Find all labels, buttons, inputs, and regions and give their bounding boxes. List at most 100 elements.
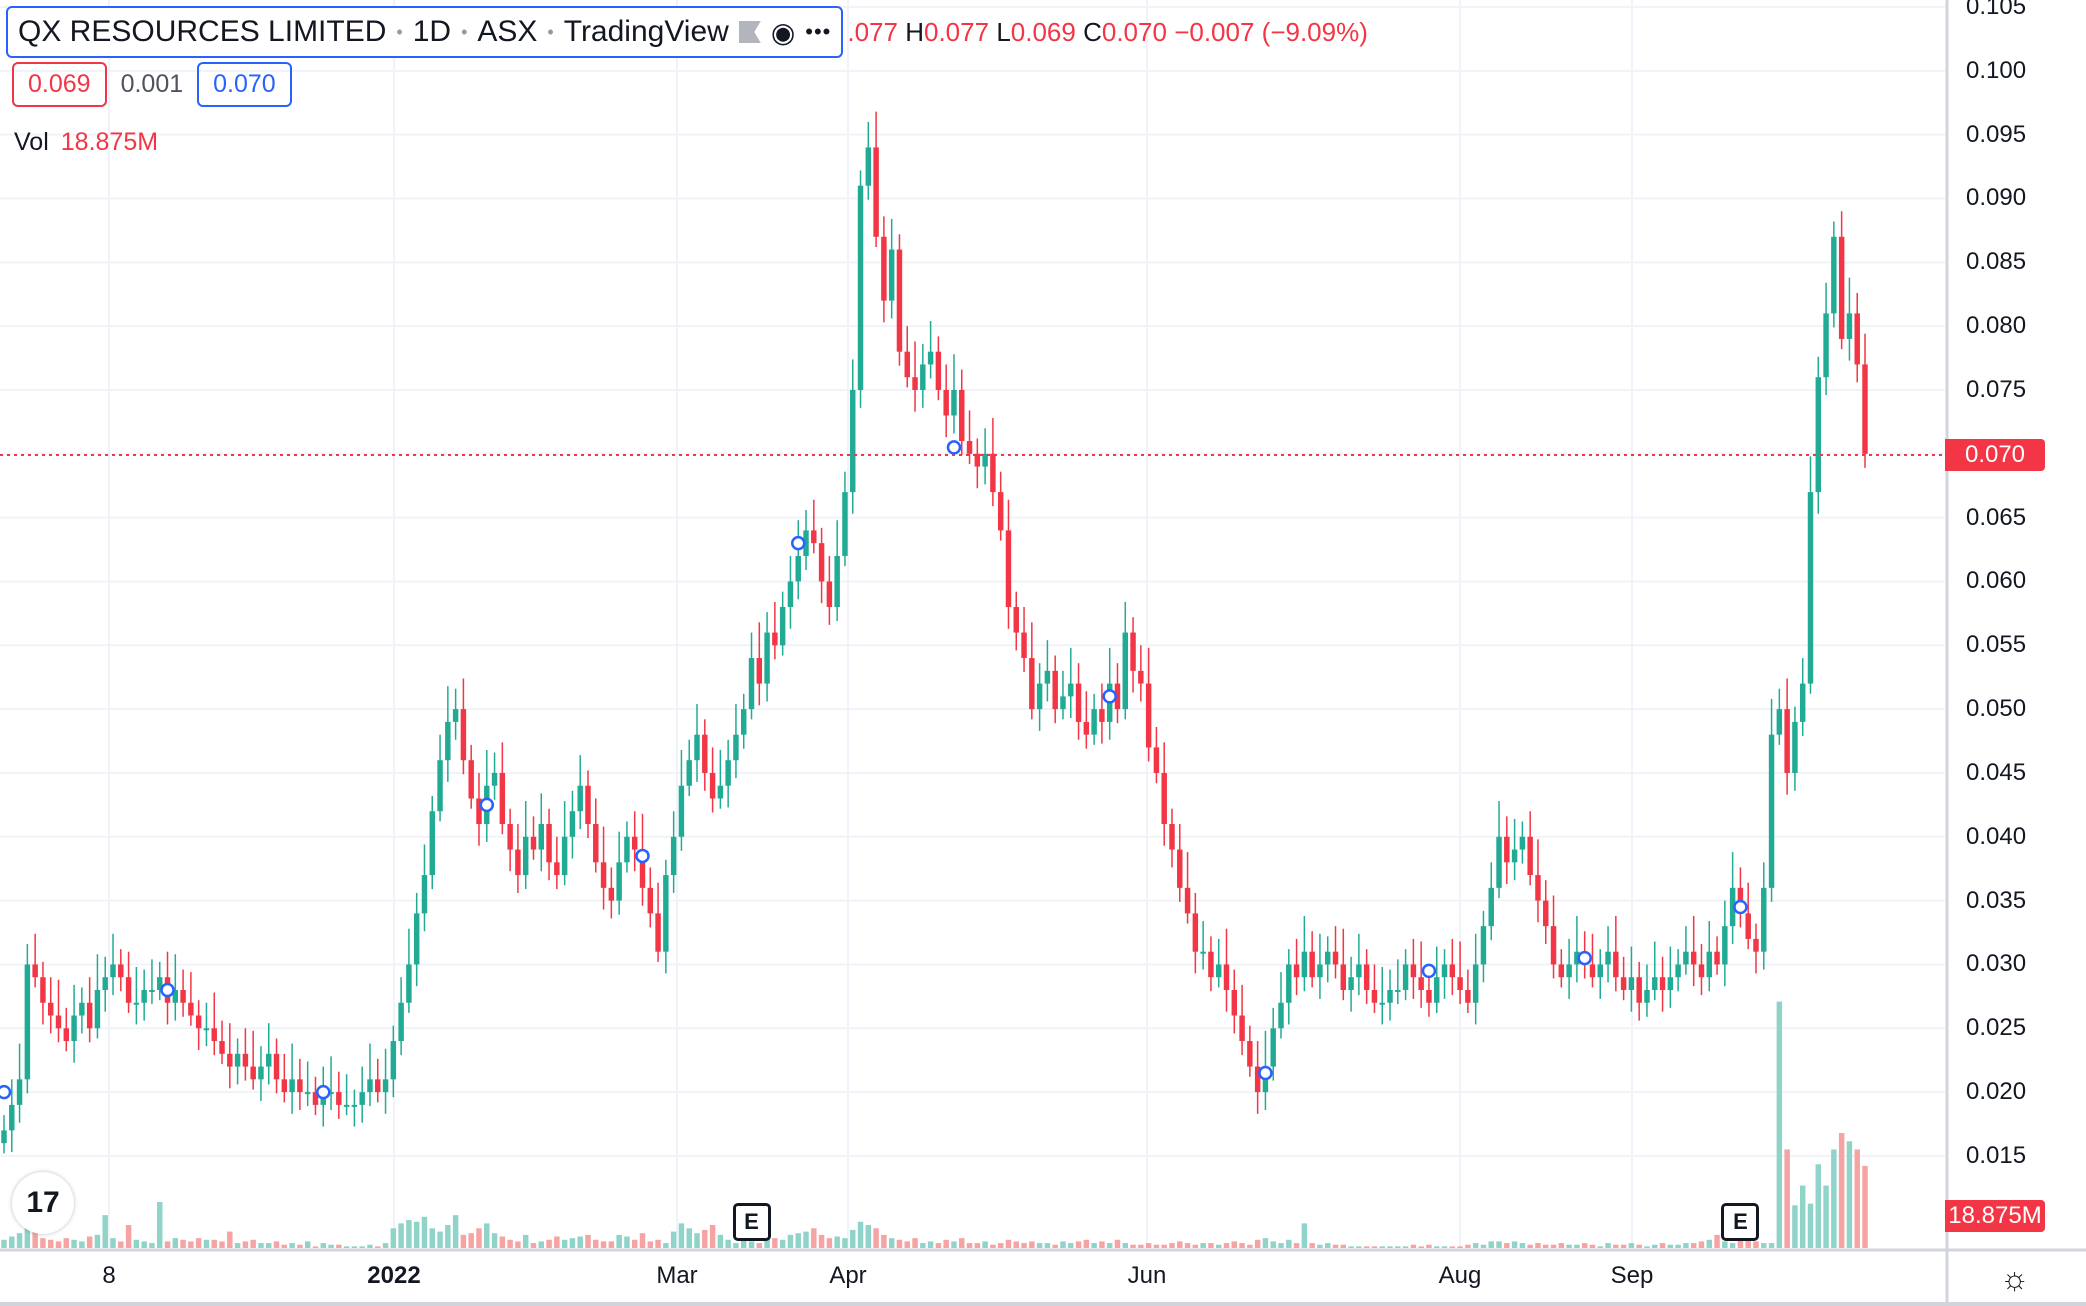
time-tick: Aug: [1438, 1262, 1482, 1289]
volume-bar: [336, 1244, 342, 1248]
price-tick: 0.105: [1966, 0, 2027, 20]
candle-body: [79, 1002, 85, 1016]
volume-bar: [320, 1243, 326, 1248]
volume-bar: [94, 1234, 101, 1248]
candle-body: [1083, 721, 1090, 735]
price-tick: 0.015: [1966, 1141, 2027, 1169]
volume-bar: [289, 1243, 295, 1248]
volume-bar: [546, 1239, 552, 1248]
candle-body: [1535, 875, 1541, 901]
volume-bar: [896, 1239, 903, 1248]
volume-bar: [772, 1238, 778, 1248]
volume-bar: [1620, 1244, 1627, 1248]
volume-bar: [1106, 1243, 1113, 1248]
candle-body: [1153, 747, 1160, 773]
candle-body: [460, 709, 467, 761]
legend: QX RESOURCES LIMITED • 1D • ASX • Tradin…: [6, 6, 1368, 58]
candle-body: [351, 1104, 358, 1107]
volume-bar: [733, 1243, 739, 1248]
bid-button[interactable]: 0.069: [12, 62, 107, 107]
volume-bar: [343, 1246, 350, 1248]
candle-body: [9, 1104, 15, 1131]
volume-bar: [1558, 1243, 1565, 1248]
candle-body: [904, 351, 910, 378]
volume-bar: [133, 1239, 140, 1248]
volume-bar: [959, 1238, 965, 1248]
candle-body: [203, 1028, 210, 1031]
volume-legend: Vol 18.875M: [14, 128, 158, 157]
event-circle-marker: [1258, 1065, 1273, 1081]
candle-body: [530, 836, 537, 850]
volume-bar: [1262, 1238, 1269, 1248]
change-value: −0.007 (−9.09%): [1174, 16, 1368, 47]
candle-body: [1690, 951, 1697, 965]
volume-bar: [1371, 1246, 1378, 1248]
volume-bar: [1465, 1244, 1471, 1248]
tradingview-logo[interactable]: 17: [12, 1172, 74, 1234]
earnings-marker[interactable]: E: [1721, 1203, 1760, 1241]
volume-bar: [1511, 1241, 1518, 1248]
volume-bar: [600, 1241, 607, 1248]
volume-bar: [1698, 1241, 1705, 1248]
volume-bar: [1247, 1244, 1253, 1248]
volume-bar: [1, 1239, 7, 1248]
price-tick: 0.085: [1966, 248, 2027, 276]
volume-bar: [16, 1233, 23, 1248]
ask-button[interactable]: 0.070: [197, 62, 292, 107]
candle-body: [1543, 900, 1549, 927]
candle-body: [188, 1002, 194, 1016]
volume-bar: [756, 1243, 763, 1248]
volume-bar: [1628, 1243, 1635, 1248]
ohlc-values: .077 H0.077 L0.069 C0.070 −0.007 (−9.09%…: [847, 17, 1368, 48]
volume-bar: [966, 1243, 973, 1248]
volume-bar: [79, 1241, 85, 1248]
candle-body: [1223, 964, 1230, 990]
candle-body: [1145, 683, 1152, 748]
symbol-title-box[interactable]: QX RESOURCES LIMITED • 1D • ASX • Tradin…: [6, 6, 844, 58]
eye-icon[interactable]: ◉: [770, 16, 796, 48]
volume-bar: [1083, 1239, 1090, 1248]
candle-body: [709, 772, 716, 799]
volume-bar: [242, 1241, 249, 1248]
volume-bar: [1293, 1243, 1300, 1248]
volume-bar: [779, 1239, 786, 1248]
volume-bar: [826, 1238, 833, 1248]
earnings-marker[interactable]: E: [732, 1203, 771, 1241]
candle-body: [1823, 313, 1829, 378]
candle-body: [1239, 1015, 1245, 1042]
volume-bar: [1543, 1244, 1549, 1248]
candle-body: [1161, 772, 1167, 825]
symbol-name: QX RESOURCES LIMITED: [18, 15, 387, 48]
volume-bar: [935, 1243, 942, 1248]
volume-bar: [157, 1202, 163, 1248]
event-circle-marker: [1733, 899, 1748, 915]
candle-body: [281, 1079, 288, 1093]
volume-bar: [1784, 1149, 1790, 1248]
volume-bar: [1153, 1244, 1160, 1248]
candle-body: [297, 1079, 303, 1093]
candle-body: [141, 989, 147, 1003]
candle-body: [779, 607, 786, 646]
more-icon[interactable]: •••: [805, 19, 832, 44]
gear-icon[interactable]: ☼: [2000, 1260, 2030, 1296]
candle-body: [1395, 989, 1401, 992]
candle-body: [725, 760, 731, 786]
volume-bar: [1177, 1241, 1183, 1248]
candle-body: [1114, 683, 1121, 710]
volume-bar: [1480, 1244, 1487, 1248]
candle-body: [1636, 977, 1642, 1003]
bid-ask-row: 0.069 0.001 0.070: [12, 62, 292, 107]
candle-body: [803, 530, 809, 556]
flag-icon[interactable]: [738, 21, 761, 43]
time-tick: Apr: [829, 1262, 867, 1289]
volume-bar: [1652, 1244, 1658, 1248]
candle-body: [1831, 236, 1837, 314]
candle-body: [1838, 236, 1845, 339]
candle-body: [1200, 951, 1206, 954]
volume-bar: [382, 1243, 389, 1248]
candle-body: [1519, 836, 1526, 850]
interval: 1D: [412, 15, 452, 48]
last-price-tag: 0.070: [1945, 439, 2045, 471]
candle-body: [1029, 658, 1035, 710]
